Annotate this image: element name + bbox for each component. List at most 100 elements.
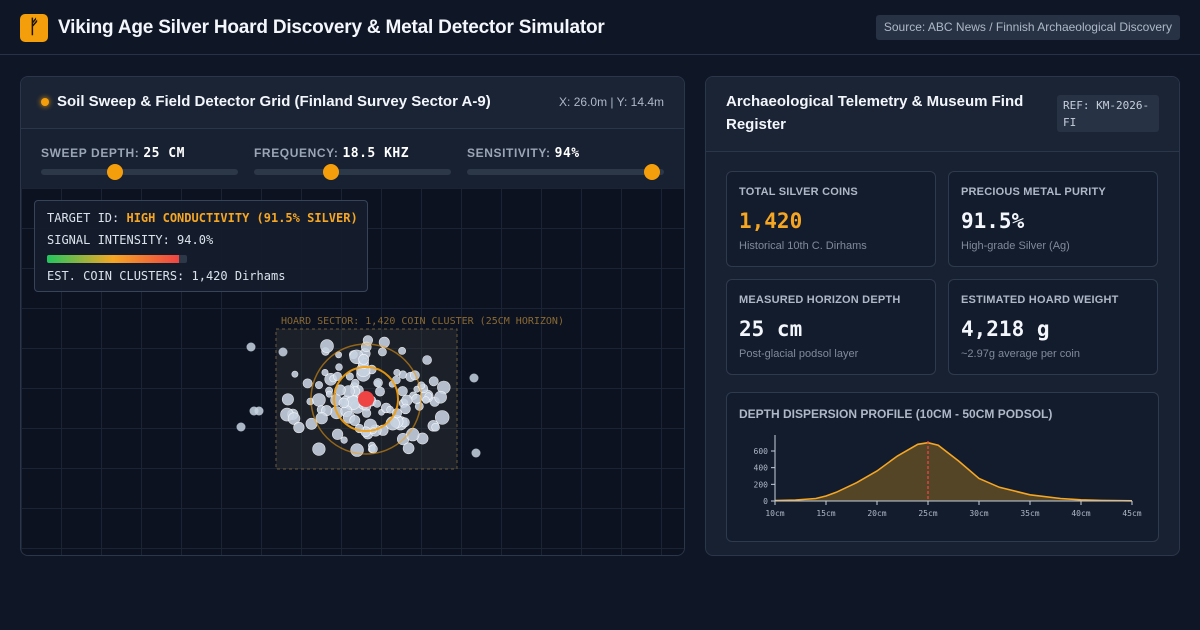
y-tick-label: 200 bbox=[754, 480, 769, 489]
stat-value: 4,218 g bbox=[961, 317, 1050, 341]
coin-marker bbox=[249, 406, 259, 416]
depth-area-fill bbox=[775, 442, 1132, 501]
stat-sub: High-grade Silver (Ag) bbox=[961, 240, 1070, 252]
coin-marker bbox=[400, 403, 411, 415]
stat-label: TOTAL SILVER COINS bbox=[739, 186, 858, 198]
sweep-depth-slider[interactable] bbox=[41, 164, 238, 180]
coin-marker bbox=[435, 410, 450, 425]
sweep-depth-value: 25 CM bbox=[143, 146, 185, 161]
coin-marker bbox=[312, 442, 326, 456]
coin-marker bbox=[358, 353, 370, 365]
coin-marker bbox=[291, 370, 299, 378]
coordinate-readout: X: 26.0m | Y: 14.4m bbox=[559, 95, 664, 109]
depth-dispersion-chart: 0 200 400 600 10cm 15cm 20cm 25cm 30cm 35cm 40cm 45… bbox=[754, 435, 1142, 518]
coin-marker bbox=[402, 442, 415, 455]
coin-marker bbox=[335, 363, 343, 371]
sensitivity-slider[interactable] bbox=[467, 164, 664, 180]
signal-intensity-bar bbox=[47, 255, 187, 263]
coin-marker bbox=[422, 355, 432, 365]
coin-marker bbox=[373, 378, 383, 388]
coin-marker bbox=[431, 422, 440, 432]
coin-marker bbox=[351, 378, 360, 388]
x-tick-label: 25cm bbox=[918, 509, 937, 518]
x-tick-label: 40cm bbox=[1071, 509, 1090, 518]
y-tick-label: 400 bbox=[754, 464, 769, 473]
stat-label: ESTIMATED HOARD WEIGHT bbox=[961, 294, 1119, 306]
stat-card-horizon-depth: MEASURED HORIZON DEPTH 25 cm Post-glacia… bbox=[726, 279, 936, 375]
coin-marker bbox=[397, 386, 408, 397]
target-id-line: TARGET ID: HIGH CONDUCTIVITY (91.5% SILV… bbox=[47, 211, 358, 225]
frequency-thumb[interactable] bbox=[322, 164, 339, 180]
status-dot-icon bbox=[41, 98, 49, 106]
x-tick-label: 45cm bbox=[1122, 509, 1141, 518]
coin-marker bbox=[321, 369, 329, 377]
register-panel: Archaeological Telemetry & Museum Find R… bbox=[705, 76, 1180, 556]
stat-label: PRECIOUS METAL PURITY bbox=[961, 186, 1106, 198]
coin-marker bbox=[314, 381, 323, 390]
coin-clusters-text: EST. COIN CLUSTERS: 1,420 Dirhams bbox=[47, 269, 286, 283]
coin-marker bbox=[293, 421, 305, 434]
stat-value: 25 cm bbox=[739, 317, 803, 341]
coin-marker bbox=[422, 396, 430, 404]
coin-marker bbox=[281, 393, 294, 406]
sensitivity-label: SENSITIVITY: bbox=[467, 146, 551, 160]
coin-marker bbox=[373, 399, 382, 408]
hoard-sector-label: HOARD SECTOR: 1,420 COIN CLUSTER (25CM H… bbox=[281, 316, 564, 327]
coin-marker bbox=[434, 390, 447, 404]
detector-panel-title: Soil Sweep & Field Detector Grid (Finlan… bbox=[57, 93, 491, 110]
stat-value: 91.5% bbox=[961, 209, 1025, 233]
coin-marker bbox=[312, 393, 326, 407]
sensitivity-value: 94% bbox=[554, 146, 580, 161]
depth-dispersion-card: DEPTH DISPERSION PROFILE (10CM - 50CM PO… bbox=[726, 392, 1159, 542]
signal-intensity-text: SIGNAL INTENSITY: 94.0% bbox=[47, 233, 214, 247]
stat-card-total-coins: TOTAL SILVER COINS 1,420 Historical 10th… bbox=[726, 171, 936, 267]
sweep-depth-thumb[interactable] bbox=[106, 164, 123, 180]
coin-marker bbox=[315, 412, 328, 425]
frequency-control: FREQUENCY: 18.5 KHZ bbox=[254, 144, 451, 184]
coin-marker bbox=[375, 386, 385, 397]
sweep-depth-control: SWEEP DEPTH: 25 CM bbox=[41, 144, 238, 184]
x-tick-label: 30cm bbox=[969, 509, 988, 518]
coin-marker bbox=[469, 373, 479, 383]
x-tick-label: 20cm bbox=[867, 509, 886, 518]
detector-field-grid[interactable]: HOARD SECTOR: 1,420 COIN CLUSTER (25CM H… bbox=[21, 188, 685, 556]
signal-intensity-fill bbox=[47, 255, 179, 263]
y-tick-label: 600 bbox=[754, 447, 769, 456]
stat-sub: Historical 10th C. Dirhams bbox=[739, 240, 867, 252]
source-badge[interactable]: Source: ABC News / Finnish Archaeologica… bbox=[875, 15, 1180, 40]
reference-badge: REF: KM-2026-FI bbox=[1057, 95, 1159, 132]
field-scan-canvas[interactable]: HOARD SECTOR: 1,420 COIN CLUSTER (25CM H… bbox=[21, 188, 685, 556]
register-panel-title: Archaeological Telemetry & Museum Find R… bbox=[726, 93, 1024, 133]
coin-marker bbox=[278, 347, 288, 357]
coin-marker bbox=[471, 448, 481, 458]
stat-card-hoard-weight: ESTIMATED HOARD WEIGHT 4,218 g ~2.97g av… bbox=[948, 279, 1158, 375]
coin-marker bbox=[349, 415, 361, 426]
target-info-box: TARGET ID: HIGH CONDUCTIVITY (91.5% SILV… bbox=[34, 200, 368, 292]
stat-sub: ~2.97g average per coin bbox=[961, 348, 1080, 360]
coin-marker bbox=[320, 339, 334, 353]
detector-ring-outer bbox=[310, 343, 422, 455]
sensitivity-control: SENSITIVITY: 94% bbox=[467, 144, 664, 184]
x-tick-label: 10cm bbox=[765, 509, 784, 518]
detector-controls: SWEEP DEPTH: 25 CM FREQUENCY: 18.5 KHZ SEN… bbox=[21, 129, 684, 189]
stat-value: 1,420 bbox=[739, 209, 803, 233]
x-tick-label: 35cm bbox=[1020, 509, 1039, 518]
target-signal-marker bbox=[358, 391, 374, 407]
coin-marker bbox=[428, 376, 439, 387]
frequency-label: FREQUENCY: bbox=[254, 146, 339, 160]
app-title: Viking Age Silver Hoard Discovery & Meta… bbox=[58, 17, 605, 38]
frequency-slider[interactable] bbox=[254, 164, 451, 180]
target-id-value: HIGH CONDUCTIVITY (91.5% SILVER) bbox=[126, 211, 358, 225]
coin-marker bbox=[287, 412, 301, 425]
coin-marker bbox=[362, 335, 374, 346]
coin-marker bbox=[350, 443, 364, 457]
stat-label: MEASURED HORIZON DEPTH bbox=[739, 294, 901, 306]
coin-marker bbox=[338, 397, 349, 409]
detector-panel-header: Soil Sweep & Field Detector Grid (Finlan… bbox=[21, 77, 684, 129]
coin-marker bbox=[411, 393, 422, 405]
detector-ring-inner bbox=[333, 366, 399, 432]
coin-marker bbox=[345, 372, 354, 381]
detector-panel: Soil Sweep & Field Detector Grid (Finlan… bbox=[20, 76, 685, 556]
target-id-label: TARGET ID: bbox=[47, 211, 120, 225]
sensitivity-thumb[interactable] bbox=[644, 164, 661, 180]
